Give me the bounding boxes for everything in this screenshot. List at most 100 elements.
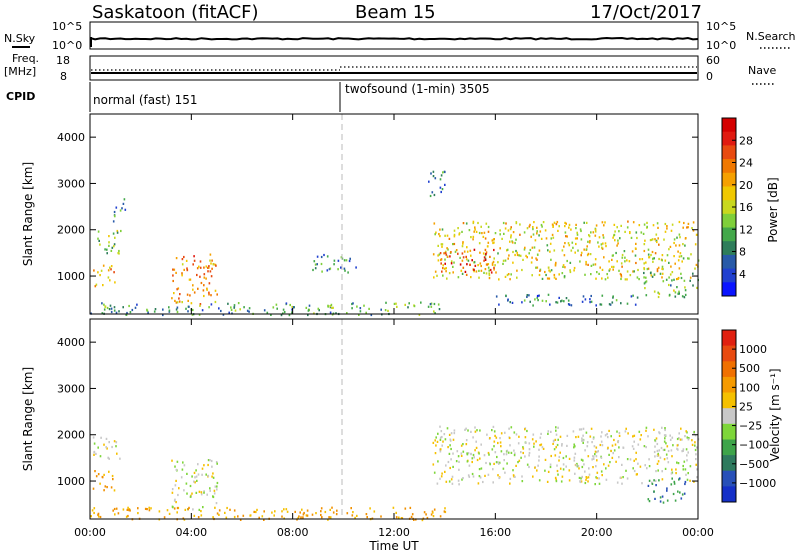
power-cell <box>193 259 196 262</box>
colorbar-tick-label: −500 <box>739 458 769 471</box>
power-cell <box>609 268 611 271</box>
velocity-cell <box>125 515 128 518</box>
power-cell <box>602 242 604 245</box>
velocity-cell <box>226 506 228 510</box>
velocity-cell <box>458 460 460 463</box>
velocity-cell <box>439 425 441 428</box>
power-cell <box>186 293 189 296</box>
power-cell <box>474 228 476 231</box>
velocity-cell <box>488 453 490 456</box>
velocity-cell <box>440 475 443 478</box>
velocity-cell <box>557 426 559 429</box>
velocity-cell <box>432 463 435 466</box>
velocity-cell <box>532 475 534 478</box>
velocity-cell <box>281 515 283 518</box>
velocity-cell <box>541 446 544 449</box>
velocity-cell <box>540 432 542 435</box>
power-cell <box>571 241 574 244</box>
power-cell <box>395 302 397 305</box>
velocity-cell <box>103 443 105 446</box>
velocity-cell <box>458 483 460 486</box>
power-cell <box>186 267 188 270</box>
x-tick-label: 20:00 <box>581 526 613 539</box>
velocity-cell <box>632 447 635 450</box>
velocity-cell <box>678 477 681 480</box>
velocity-cell <box>555 433 558 436</box>
velocity-cell <box>320 507 323 510</box>
power-cell <box>175 271 177 274</box>
power-cell <box>210 275 213 278</box>
power-cell <box>555 261 557 264</box>
velocity-cell <box>588 473 591 476</box>
power-cell <box>465 273 468 276</box>
power-cell <box>181 301 183 304</box>
power-cell <box>569 270 572 274</box>
power-cell <box>472 221 475 225</box>
velocity-cell <box>645 426 648 429</box>
velocity-cell <box>624 430 627 433</box>
nsearch-label: N.Search <box>746 30 796 43</box>
velocity-cell <box>580 428 583 431</box>
velocity-cell <box>198 508 201 511</box>
velocity-cell <box>566 444 568 447</box>
velocity-cell <box>532 433 535 436</box>
velocity-cell <box>566 434 569 437</box>
velocity-cell <box>444 510 447 514</box>
velocity-cell <box>218 513 220 516</box>
velocity-cell <box>294 510 296 513</box>
velocity-cell <box>197 463 199 466</box>
velocity-cell <box>489 463 491 466</box>
velocity-cell <box>587 476 590 479</box>
power-cell <box>107 269 110 272</box>
velocity-cell <box>633 434 636 437</box>
velocity-cell <box>510 451 513 454</box>
colorbar-swatch <box>722 423 736 440</box>
power-cell <box>538 234 540 237</box>
power-cell <box>115 206 118 209</box>
power-cell <box>573 269 575 272</box>
power-cell <box>494 264 496 267</box>
velocity-cell <box>671 477 673 480</box>
power-cell <box>666 225 668 228</box>
power-cell <box>413 305 416 308</box>
power-cell <box>230 306 232 309</box>
velocity-cell <box>439 438 442 441</box>
power-cell <box>678 290 680 293</box>
power-cell <box>462 241 464 244</box>
power-cell <box>499 233 501 236</box>
velocity-cell <box>97 446 99 449</box>
power-cell <box>203 266 205 269</box>
power-cell <box>602 236 605 239</box>
power-cell <box>603 224 605 227</box>
velocity-cell <box>633 459 635 462</box>
velocity-cell <box>99 455 102 458</box>
power-cell <box>604 278 607 281</box>
power-cell <box>211 259 213 262</box>
power-cell <box>491 262 494 265</box>
power-cell <box>661 254 664 257</box>
velocity-cell <box>460 454 463 457</box>
power-cell <box>428 180 430 183</box>
velocity-cell <box>622 476 624 479</box>
velocity-cell <box>212 495 214 498</box>
velocity-cell <box>583 463 585 466</box>
power-cell <box>569 269 571 272</box>
power-cell <box>553 249 556 252</box>
velocity-cell <box>214 506 216 509</box>
velocity-cell <box>552 439 555 442</box>
velocity-cell <box>657 469 659 472</box>
velocity-cell <box>663 448 666 451</box>
power-cell <box>521 268 523 272</box>
power-cell <box>523 248 526 251</box>
velocity-cell <box>233 509 236 512</box>
velocity-cell <box>183 464 186 467</box>
colorbar-swatch <box>722 455 736 472</box>
velocity-cell <box>175 501 177 504</box>
power-cell <box>651 238 654 241</box>
power-cell <box>678 267 681 270</box>
y-tick-label: 4000 <box>57 131 85 144</box>
power-cell <box>512 231 515 234</box>
power-cell <box>113 271 115 274</box>
power-cell <box>460 269 463 272</box>
